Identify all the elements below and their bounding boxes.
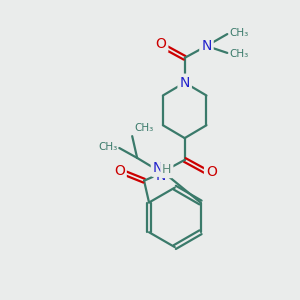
Text: CH₃: CH₃ [98,142,117,152]
Text: H: H [156,160,166,173]
Text: O: O [114,164,125,178]
Text: O: O [155,37,166,51]
Text: N: N [156,169,166,183]
Text: N: N [179,76,190,90]
Text: H: H [162,163,172,176]
Text: N: N [153,161,163,175]
Text: CH₃: CH₃ [229,28,248,38]
Text: O: O [206,165,217,179]
Text: CH₃: CH₃ [229,49,248,59]
Text: N: N [201,39,212,53]
Text: CH₃: CH₃ [134,123,153,133]
